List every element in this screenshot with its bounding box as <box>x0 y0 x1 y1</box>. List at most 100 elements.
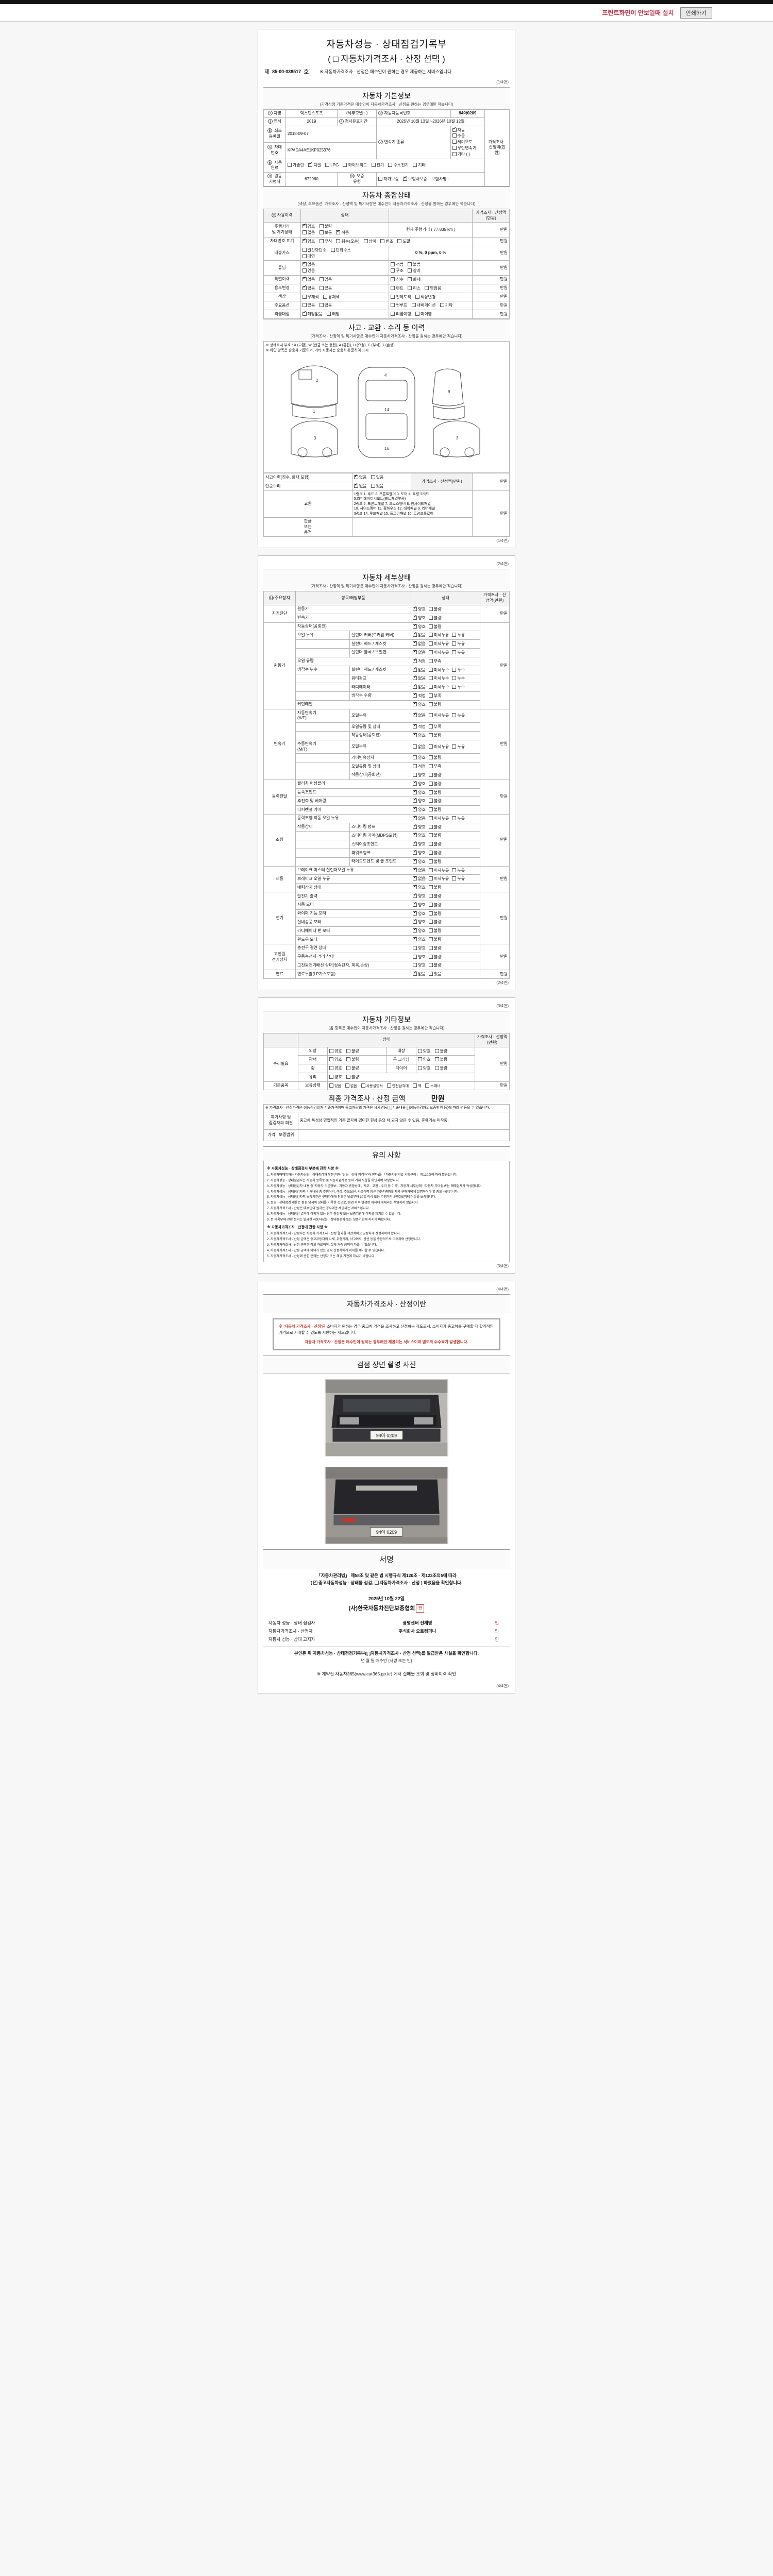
state-option[interactable]: 부족 <box>428 764 442 770</box>
state-option[interactable]: 미세누유 <box>428 816 449 822</box>
mileage-many[interactable]: 많음 <box>302 230 315 236</box>
checkbox-icon[interactable] <box>413 963 417 968</box>
checkbox-icon[interactable] <box>413 640 417 646</box>
checkbox-icon[interactable] <box>413 772 417 777</box>
checkbox-icon[interactable] <box>413 840 417 846</box>
color-achromatic[interactable]: 무채색 <box>302 294 319 300</box>
state-option[interactable]: 미세누유 <box>428 868 449 874</box>
checkbox-icon[interactable] <box>413 892 417 899</box>
checkbox-icon[interactable] <box>302 310 307 316</box>
fuel-option-hydrogen[interactable]: 수소전기 <box>388 162 409 168</box>
checkbox-icon[interactable] <box>428 807 433 812</box>
state-option[interactable]: 불량 <box>428 624 442 630</box>
checkbox-icon[interactable] <box>434 1066 439 1071</box>
checkbox-icon[interactable] <box>388 163 393 167</box>
recall-none[interactable]: 해당없음 <box>302 310 323 317</box>
item-jack[interactable]: 잭 <box>413 1083 421 1089</box>
state-option[interactable]: 양호 <box>413 806 426 813</box>
checkbox-icon[interactable] <box>428 885 433 890</box>
item-triangle[interactable]: 안전삼각대 <box>386 1083 409 1089</box>
state-option[interactable]: 미세누유 <box>428 876 449 882</box>
usage-business[interactable]: 영업용 <box>425 285 441 292</box>
special-fire[interactable]: 화재 <box>408 277 421 283</box>
checkbox-icon[interactable] <box>354 482 358 488</box>
checkbox-icon[interactable] <box>413 806 417 812</box>
checkbox-icon[interactable] <box>302 261 307 267</box>
checkbox-icon[interactable] <box>302 268 307 273</box>
checkbox-icon[interactable] <box>408 268 412 273</box>
state-option[interactable]: 불량 <box>428 885 442 891</box>
state-option[interactable]: 양호 <box>413 780 426 787</box>
state-option[interactable]: 양호 <box>413 945 426 952</box>
state-option[interactable]: 불량 <box>428 902 442 908</box>
checkbox-icon[interactable] <box>413 755 417 760</box>
vin-corroded[interactable]: 부식 <box>319 239 332 245</box>
state-option[interactable]: 있음 <box>428 971 442 977</box>
state-option[interactable]: 없음 <box>413 683 426 690</box>
state-option[interactable]: 적정 <box>413 764 426 770</box>
checkbox-icon[interactable] <box>329 1075 333 1079</box>
mileage-few[interactable]: 적음 <box>336 229 349 236</box>
vin-different[interactable]: 상이 <box>363 239 376 245</box>
checkbox-icon[interactable] <box>413 927 417 933</box>
state-option[interactable]: 양호 <box>413 884 426 891</box>
state-option[interactable]: 부족 <box>428 724 442 730</box>
tuning-device[interactable]: 장치 <box>408 268 421 274</box>
state-option[interactable]: 미세누수 <box>428 667 449 673</box>
state-option[interactable]: 누유 <box>452 876 465 882</box>
state-option[interactable]: 없음 <box>413 970 426 977</box>
checkbox-icon[interactable] <box>302 238 307 243</box>
special-flood[interactable]: 침수 <box>391 277 404 283</box>
checkbox-icon[interactable] <box>452 876 457 881</box>
checkbox-icon[interactable] <box>325 163 330 167</box>
checkbox-icon[interactable] <box>428 764 433 769</box>
checkbox-icon[interactable] <box>415 294 419 299</box>
checkbox-icon[interactable] <box>346 1066 350 1071</box>
state-option[interactable]: 불량 <box>428 772 442 778</box>
checkbox-icon[interactable] <box>452 641 457 646</box>
simple-none[interactable]: 없음 <box>354 482 366 489</box>
checkbox-icon[interactable] <box>413 657 417 663</box>
state-option[interactable]: 양호 <box>413 614 426 621</box>
checkbox-icon[interactable] <box>428 713 433 718</box>
state-option[interactable]: 없음 <box>413 875 426 882</box>
fuel-option-gasoline[interactable]: 가솔린 <box>287 162 304 168</box>
state-option[interactable]: 양호 <box>413 623 426 630</box>
checkbox-icon[interactable] <box>452 133 457 138</box>
checkbox-icon[interactable] <box>413 918 417 924</box>
checkbox-icon[interactable] <box>319 224 324 229</box>
vin-erased[interactable]: 도말 <box>397 239 410 245</box>
checkbox-icon[interactable] <box>391 268 395 273</box>
checkbox-icon[interactable] <box>428 868 433 872</box>
state-option[interactable]: 누유 <box>452 641 465 647</box>
checkbox-icon[interactable] <box>413 936 417 942</box>
checkbox-icon[interactable] <box>343 163 347 167</box>
trans-option-auto[interactable]: 자동 <box>452 126 465 133</box>
polish-good[interactable]: 양호 <box>329 1057 342 1063</box>
color-chromatic[interactable]: 유채색 <box>323 294 340 300</box>
checkbox-icon[interactable] <box>371 163 376 167</box>
checkbox-icon[interactable] <box>452 140 457 144</box>
checkbox-icon[interactable] <box>413 954 417 959</box>
mileage-good[interactable]: 양호 <box>302 223 315 230</box>
trans-option-manual[interactable]: 수동 <box>452 133 465 139</box>
state-option[interactable]: 누유 <box>452 744 465 750</box>
checkbox-icon[interactable] <box>428 790 433 794</box>
state-option[interactable]: 양호 <box>413 772 426 778</box>
checkbox-icon[interactable] <box>302 294 307 299</box>
checkbox-icon[interactable] <box>302 303 307 308</box>
checkbox-icon[interactable] <box>417 1057 422 1062</box>
checkbox-icon[interactable] <box>330 247 335 252</box>
recall-not-done[interactable]: 미이행 <box>415 311 432 317</box>
checkbox-icon[interactable] <box>391 294 395 299</box>
checkbox-icon[interactable] <box>391 277 395 281</box>
state-option[interactable]: 양호 <box>413 755 426 761</box>
checkbox-icon[interactable] <box>413 701 417 706</box>
state-option[interactable]: 불량 <box>428 824 442 831</box>
checkbox-icon[interactable] <box>413 901 417 907</box>
trans-option-cvt[interactable]: 무단변속기 <box>452 145 476 151</box>
checkbox-icon[interactable] <box>428 744 433 749</box>
state-option[interactable]: 양호 <box>413 918 426 925</box>
checkbox-icon[interactable] <box>413 666 417 672</box>
state-option[interactable]: 적정 <box>413 657 426 665</box>
